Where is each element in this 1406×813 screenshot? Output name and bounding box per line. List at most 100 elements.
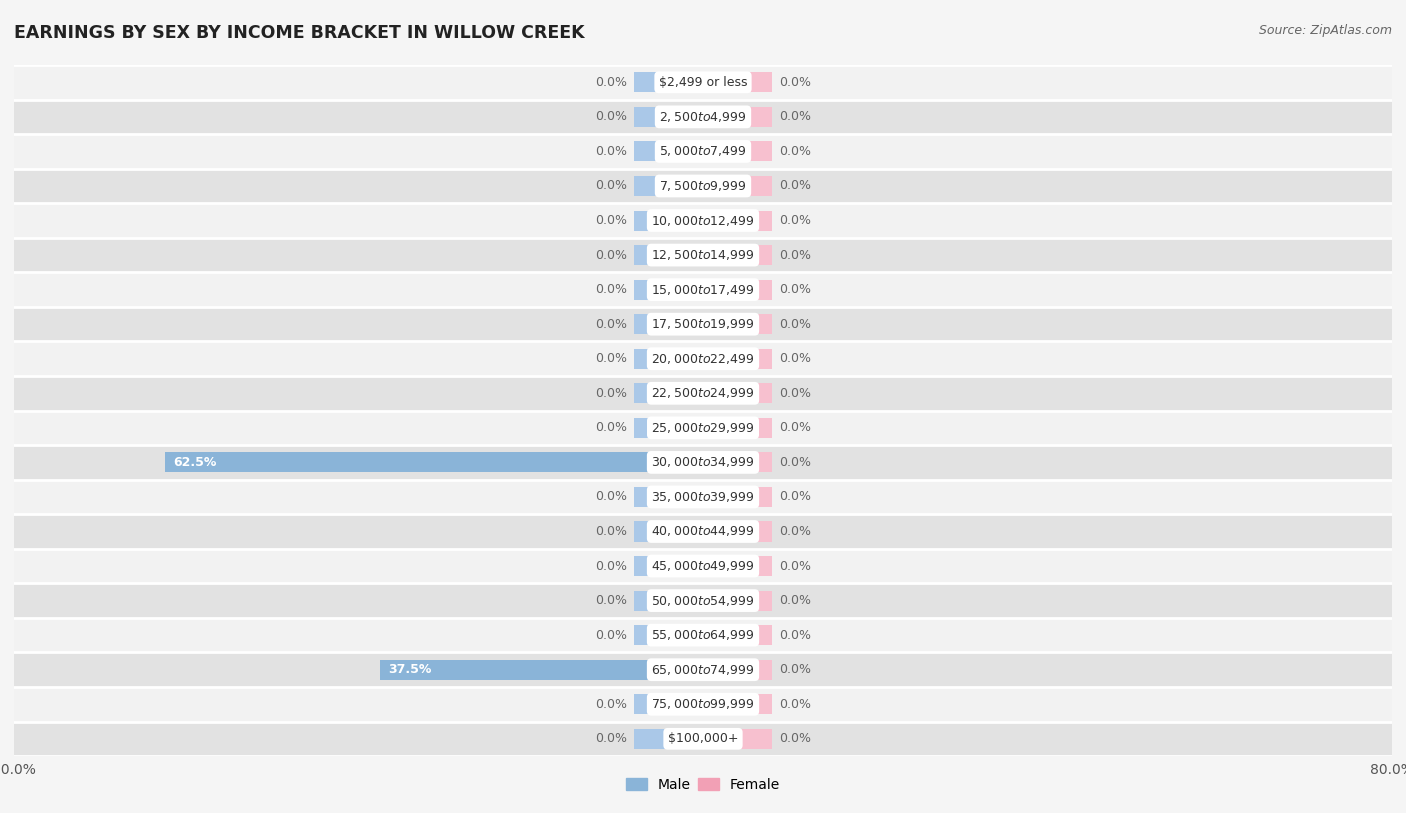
Text: 37.5%: 37.5% xyxy=(388,663,432,676)
Text: 0.0%: 0.0% xyxy=(779,387,811,400)
Bar xyxy=(703,590,772,611)
Text: 0.0%: 0.0% xyxy=(779,594,811,607)
Bar xyxy=(703,418,772,438)
Text: 0.0%: 0.0% xyxy=(779,283,811,296)
Text: 0.0%: 0.0% xyxy=(779,318,811,331)
Bar xyxy=(703,245,772,265)
Bar xyxy=(703,141,772,162)
Bar xyxy=(634,314,703,334)
Bar xyxy=(14,203,1392,237)
Text: 62.5%: 62.5% xyxy=(173,456,217,469)
Bar xyxy=(14,341,1392,376)
Bar xyxy=(14,134,1392,168)
Bar xyxy=(703,659,772,680)
Text: $20,000 to $22,499: $20,000 to $22,499 xyxy=(651,352,755,366)
Bar xyxy=(14,237,1392,272)
Text: 0.0%: 0.0% xyxy=(779,111,811,124)
Bar xyxy=(634,107,703,127)
Bar xyxy=(634,521,703,541)
Text: $45,000 to $49,999: $45,000 to $49,999 xyxy=(651,559,755,573)
Text: 0.0%: 0.0% xyxy=(779,628,811,641)
Text: EARNINGS BY SEX BY INCOME BRACKET IN WILLOW CREEK: EARNINGS BY SEX BY INCOME BRACKET IN WIL… xyxy=(14,24,585,42)
Bar xyxy=(703,556,772,576)
Text: 0.0%: 0.0% xyxy=(779,663,811,676)
Bar xyxy=(634,141,703,162)
Text: $40,000 to $44,999: $40,000 to $44,999 xyxy=(651,524,755,538)
Text: $55,000 to $64,999: $55,000 to $64,999 xyxy=(651,628,755,642)
Text: 0.0%: 0.0% xyxy=(779,490,811,503)
Bar xyxy=(703,176,772,196)
Text: $17,500 to $19,999: $17,500 to $19,999 xyxy=(651,317,755,331)
Bar xyxy=(634,176,703,196)
Text: 0.0%: 0.0% xyxy=(779,76,811,89)
Bar xyxy=(14,618,1392,652)
Bar xyxy=(14,65,1392,99)
Bar xyxy=(703,728,772,749)
Bar xyxy=(634,349,703,369)
Bar xyxy=(703,452,772,472)
Bar xyxy=(14,99,1392,134)
Bar xyxy=(703,280,772,300)
Bar xyxy=(703,521,772,541)
Bar xyxy=(14,722,1392,756)
Bar xyxy=(703,72,772,93)
Text: $5,000 to $7,499: $5,000 to $7,499 xyxy=(659,145,747,159)
Text: 0.0%: 0.0% xyxy=(595,387,627,400)
Text: 0.0%: 0.0% xyxy=(595,525,627,538)
Bar xyxy=(14,480,1392,514)
Bar xyxy=(703,625,772,646)
Bar xyxy=(14,445,1392,480)
Text: 0.0%: 0.0% xyxy=(779,421,811,434)
Text: 0.0%: 0.0% xyxy=(779,249,811,262)
Bar xyxy=(634,487,703,507)
Bar xyxy=(634,72,703,93)
Text: 0.0%: 0.0% xyxy=(595,628,627,641)
Bar xyxy=(14,168,1392,203)
Bar xyxy=(703,211,772,231)
Bar xyxy=(634,625,703,646)
Text: 0.0%: 0.0% xyxy=(779,456,811,469)
Bar xyxy=(634,728,703,749)
Text: 0.0%: 0.0% xyxy=(595,283,627,296)
Text: 0.0%: 0.0% xyxy=(595,76,627,89)
Bar xyxy=(14,376,1392,411)
Bar xyxy=(703,487,772,507)
Bar xyxy=(634,383,703,403)
Text: 0.0%: 0.0% xyxy=(595,421,627,434)
Bar xyxy=(634,452,703,472)
Bar xyxy=(14,652,1392,687)
Text: 0.0%: 0.0% xyxy=(595,249,627,262)
Bar xyxy=(703,314,772,334)
Text: 0.0%: 0.0% xyxy=(595,214,627,227)
Text: 0.0%: 0.0% xyxy=(595,180,627,193)
Bar xyxy=(634,280,703,300)
Text: $50,000 to $54,999: $50,000 to $54,999 xyxy=(651,593,755,607)
Text: $22,500 to $24,999: $22,500 to $24,999 xyxy=(651,386,755,400)
Text: $7,500 to $9,999: $7,500 to $9,999 xyxy=(659,179,747,193)
Bar xyxy=(634,418,703,438)
Bar xyxy=(165,452,703,472)
Text: $65,000 to $74,999: $65,000 to $74,999 xyxy=(651,663,755,676)
Text: 0.0%: 0.0% xyxy=(595,111,627,124)
Text: 0.0%: 0.0% xyxy=(779,525,811,538)
Text: 0.0%: 0.0% xyxy=(595,145,627,158)
Bar xyxy=(703,694,772,715)
Bar xyxy=(14,307,1392,341)
Text: 0.0%: 0.0% xyxy=(595,352,627,365)
Bar xyxy=(634,211,703,231)
Text: 0.0%: 0.0% xyxy=(779,145,811,158)
Text: $35,000 to $39,999: $35,000 to $39,999 xyxy=(651,490,755,504)
Text: $2,499 or less: $2,499 or less xyxy=(659,76,747,89)
Bar xyxy=(14,514,1392,549)
Text: 0.0%: 0.0% xyxy=(595,733,627,746)
Text: $15,000 to $17,499: $15,000 to $17,499 xyxy=(651,283,755,297)
Bar xyxy=(14,687,1392,722)
Text: 0.0%: 0.0% xyxy=(779,559,811,572)
Bar xyxy=(703,107,772,127)
Bar xyxy=(634,245,703,265)
Text: Source: ZipAtlas.com: Source: ZipAtlas.com xyxy=(1258,24,1392,37)
Text: 0.0%: 0.0% xyxy=(595,559,627,572)
Text: 0.0%: 0.0% xyxy=(779,180,811,193)
Bar xyxy=(14,272,1392,307)
Bar xyxy=(14,549,1392,583)
